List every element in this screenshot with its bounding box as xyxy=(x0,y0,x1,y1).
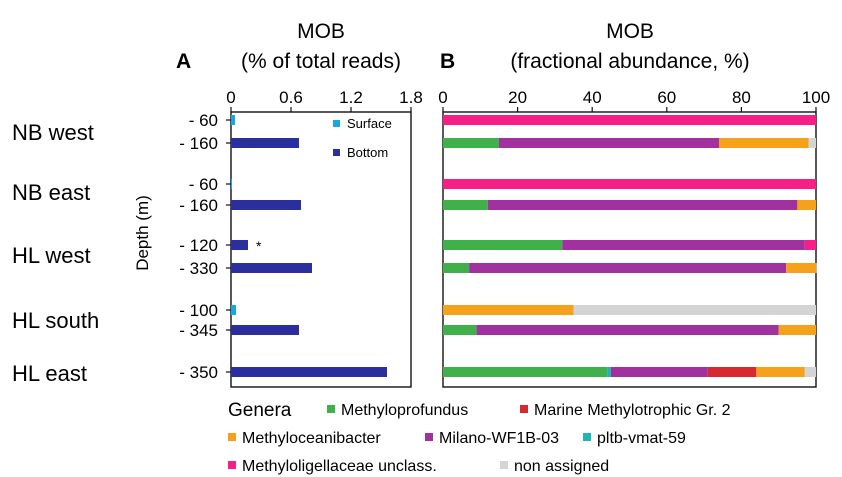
panel-b-letter: B xyxy=(440,50,455,73)
bar-bottom xyxy=(231,240,248,250)
stacked-segment xyxy=(498,138,720,148)
depth-label: - 350 xyxy=(179,363,218,382)
stacked-segment xyxy=(808,138,816,148)
bar-surface xyxy=(231,305,236,315)
stacked-segment xyxy=(476,325,779,335)
x-tick-label: 0 xyxy=(438,88,447,107)
stacked-segment xyxy=(756,367,805,377)
x-tick-label: 40 xyxy=(583,88,602,107)
stacked-segment xyxy=(443,325,477,335)
stacked-segment xyxy=(443,200,488,210)
legend-label: non assigned xyxy=(514,458,609,475)
panel-b-title: MOB xyxy=(606,20,654,43)
stacked-segment xyxy=(610,367,708,377)
stacked-segment xyxy=(816,263,817,273)
legend-swatch xyxy=(425,433,433,441)
legend-swatch xyxy=(228,461,236,469)
bar-surface xyxy=(231,179,232,189)
legend-label: Methyloprofundus xyxy=(341,402,468,419)
site-label: HL south xyxy=(12,308,99,333)
x-tick-label: 1.2 xyxy=(339,88,363,107)
stacked-segment xyxy=(778,325,816,335)
site-label: HL east xyxy=(12,361,87,386)
panel-a-title: MOB xyxy=(297,20,345,43)
x-tick-label: 60 xyxy=(657,88,676,107)
stacked-segment xyxy=(804,240,816,250)
bar-bottom xyxy=(231,325,299,335)
depth-label: - 100 xyxy=(179,301,218,320)
legend-label-bottom: Bottom xyxy=(347,145,388,160)
bar-surface xyxy=(231,115,235,125)
depth-label: - 330 xyxy=(179,259,218,278)
stacked-segment xyxy=(469,263,787,273)
depth-label: - 345 xyxy=(179,321,218,340)
panel-a-subtitle: (% of total reads) xyxy=(241,50,401,73)
legend-label: Methyloceanibacter xyxy=(242,430,381,447)
stacked-segment xyxy=(443,367,608,377)
stacked-segment xyxy=(443,179,816,189)
depth-label: - 160 xyxy=(179,134,218,153)
depth-label: - 120 xyxy=(179,236,218,255)
legend-swatch xyxy=(327,405,335,413)
x-tick-label: 100 xyxy=(802,88,830,107)
panel-b-plot: 0 20 40 60 80 100 xyxy=(438,88,830,388)
stacked-segment xyxy=(804,367,816,377)
legend-label: Marine Methylotrophic Gr. 2 xyxy=(534,402,731,419)
stacked-segment xyxy=(719,138,809,148)
x-tick-label: 0.6 xyxy=(279,88,303,107)
stacked-segment xyxy=(443,263,470,273)
legend-title: Genera xyxy=(228,400,292,421)
depth-label: - 60 xyxy=(189,111,218,130)
stacked-segment xyxy=(797,200,816,210)
legend-label-surface: Surface xyxy=(347,116,392,131)
legend-label: pltb-vmat-59 xyxy=(597,430,686,447)
bar-bottom xyxy=(231,367,387,377)
bar-bottom xyxy=(231,138,299,148)
legend-swatch xyxy=(583,433,591,441)
stacked-segment xyxy=(487,200,798,210)
legend-swatch xyxy=(500,461,508,469)
stacked-segment xyxy=(443,138,499,148)
stacked-segment xyxy=(786,263,816,273)
legend: Genera Methyloprofundus Marine Methylotrop… xyxy=(228,400,731,475)
x-tick-label: 20 xyxy=(508,88,527,107)
stacked-segment xyxy=(707,367,757,377)
depth-label: - 60 xyxy=(189,175,218,194)
stacked-segment xyxy=(443,115,816,125)
annotation-asterisk: * xyxy=(256,238,262,254)
stacked-segment xyxy=(607,367,611,377)
legend-swatch-surface xyxy=(333,120,340,127)
legend-swatch xyxy=(228,433,236,441)
panel-b-subtitle: (fractional abundance, %) xyxy=(510,50,749,73)
x-tick-label: 0 xyxy=(226,88,235,107)
bar-bottom xyxy=(231,200,301,210)
panel-a-letter: A xyxy=(176,50,191,73)
depth-label: - 160 xyxy=(179,196,218,215)
site-label: NB west xyxy=(12,120,94,145)
y-axis-label: Depth (m) xyxy=(133,195,152,271)
legend-swatch-bottom xyxy=(333,149,340,156)
site-label: HL west xyxy=(12,243,91,268)
legend-swatch xyxy=(520,405,528,413)
x-tick-label: 1.8 xyxy=(399,88,423,107)
panel-a-plot: 0 0.6 1.2 1.8 * Surface Bottom xyxy=(226,88,423,388)
bar-bottom xyxy=(231,263,312,273)
legend-label: Methyloligellaceae unclass. xyxy=(242,458,437,475)
x-tick-label: 80 xyxy=(732,88,751,107)
stacked-segment xyxy=(562,240,805,250)
stacked-segment xyxy=(443,240,563,250)
stacked-segment xyxy=(443,305,574,315)
legend-label: Milano-WF1B-03 xyxy=(439,430,559,447)
row-labels: - 60 - 160 - 60 - 160 - 120 - 330 - 100- 345 - … xyxy=(12,111,231,386)
site-label: NB east xyxy=(12,180,90,205)
stacked-segment xyxy=(573,305,816,315)
